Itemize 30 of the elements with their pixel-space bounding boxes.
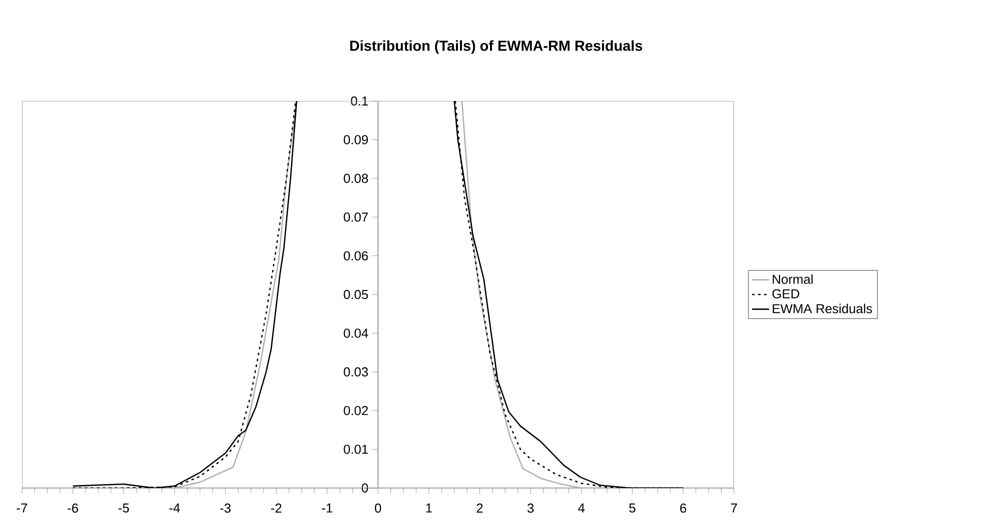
y-tick-label: 0.01 — [344, 444, 368, 454]
x-tick-label: 7 — [731, 504, 737, 512]
legend-label: GED — [772, 289, 800, 298]
x-tick-label: -6 — [68, 504, 78, 513]
y-tick-label: 0.05 — [344, 290, 368, 300]
y-tick-label: 0.09 — [344, 135, 368, 144]
x-tick-label: 0 — [374, 504, 382, 513]
y-tick-label: 0.04 — [344, 328, 368, 338]
chart-title: Distribution (Tails) of EWMA-RM Residuals — [350, 40, 642, 54]
x-tick-label: 2 — [476, 504, 483, 513]
y-tick-label: 0.1 — [350, 96, 368, 106]
x-tick-label: 6 — [680, 504, 686, 513]
x-tick-label: 5 — [629, 504, 636, 513]
y-tick-label: 0.03 — [344, 367, 368, 376]
legend-label: EWMA Residuals — [772, 304, 872, 314]
y-tick-label: 0.06 — [344, 251, 368, 260]
x-tick-label: -4 — [169, 504, 180, 512]
x-tick-label: 4 — [578, 504, 585, 512]
x-tick-label: 3 — [527, 504, 534, 513]
x-tick-label: -3 — [220, 504, 231, 513]
legend-label: Normal — [772, 274, 813, 284]
x-tick-label: -2 — [271, 504, 282, 513]
y-tick-label: 0.08 — [344, 174, 368, 183]
x-tick-label: -1 — [322, 504, 332, 512]
y-tick-label: 0.02 — [344, 406, 368, 416]
y-tick-label: 0.07 — [344, 212, 368, 222]
x-tick-label: -7 — [16, 504, 28, 512]
y-tick-label: 0 — [362, 483, 368, 493]
x-tick-label: -5 — [118, 504, 129, 513]
x-tick-label: 1 — [426, 504, 432, 512]
